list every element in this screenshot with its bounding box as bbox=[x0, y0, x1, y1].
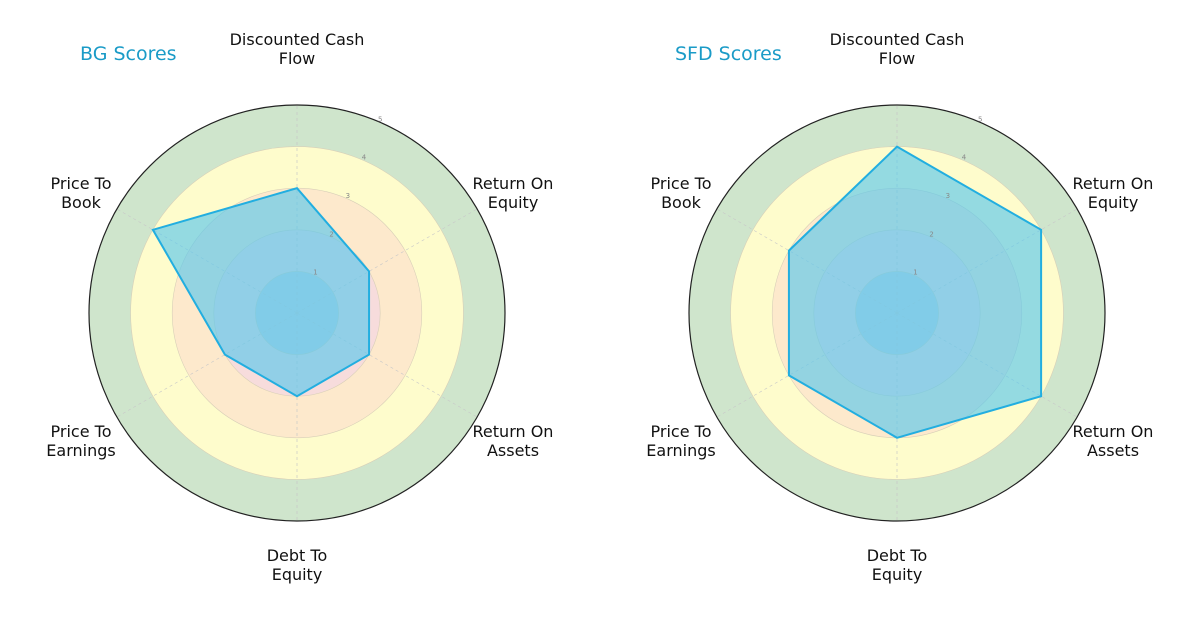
radial-tick-label: 1 bbox=[913, 269, 917, 277]
axis-label: Return On Assets bbox=[1073, 422, 1154, 460]
radial-tick-label: 2 bbox=[929, 230, 933, 238]
axis-label: Price To Earnings bbox=[646, 422, 715, 460]
axis-label-line: Discounted Cash bbox=[230, 30, 365, 49]
axis-label-line: Equity bbox=[1088, 193, 1139, 212]
axis-label-line: Price To bbox=[651, 174, 712, 193]
axis-label: Debt To Equity bbox=[867, 546, 928, 584]
spoke-line bbox=[116, 312, 298, 418]
axis-label-line: Price To bbox=[51, 174, 112, 193]
axis-label-line: Debt To bbox=[867, 546, 928, 565]
radial-tick-label: 2 bbox=[329, 230, 333, 238]
axis-label-line: Equity bbox=[488, 193, 539, 212]
axis-label: Return On Assets bbox=[473, 422, 554, 460]
spoke-line bbox=[296, 312, 478, 418]
chart-title: SFD Scores bbox=[675, 43, 782, 65]
axis-label: Price To Earnings bbox=[46, 422, 115, 460]
axis-label: Return On Equity bbox=[1073, 174, 1154, 212]
radial-tick-label: 5 bbox=[978, 115, 982, 123]
axis-label-line: Equity bbox=[272, 565, 323, 584]
axis-label-line: Book bbox=[61, 193, 102, 212]
chart-title: BG Scores bbox=[80, 43, 177, 65]
axis-label-line: Flow bbox=[879, 49, 916, 68]
axis-label-line: Discounted Cash bbox=[830, 30, 965, 49]
radial-tick-label: 5 bbox=[378, 115, 382, 123]
axis-label: Price To Book bbox=[651, 174, 712, 212]
axis-label: Debt To Equity bbox=[267, 546, 328, 584]
axis-label-line: Debt To bbox=[267, 546, 328, 565]
axis-label-line: Return On bbox=[1073, 174, 1154, 193]
axis-label: Return On Equity bbox=[473, 174, 554, 212]
radial-tick-label: 3 bbox=[946, 192, 950, 200]
radial-tick-label: 1 bbox=[313, 269, 317, 277]
spoke-line bbox=[296, 208, 478, 314]
axis-label-line: Return On bbox=[473, 174, 554, 193]
axis-label-line: Assets bbox=[1087, 441, 1139, 460]
axis-label-line: Price To bbox=[651, 422, 712, 441]
radial-tick-label: 4 bbox=[362, 154, 367, 162]
axis-label: Price To Book bbox=[51, 174, 112, 212]
axis-label-line: Assets bbox=[487, 441, 539, 460]
axis-label-line: Flow bbox=[279, 49, 316, 68]
radial-tick-label: 4 bbox=[962, 154, 967, 162]
axis-label-line: Return On bbox=[473, 422, 554, 441]
axis-label-line: Book bbox=[661, 193, 702, 212]
axis-label-line: Earnings bbox=[646, 441, 715, 460]
radial-tick-label: 3 bbox=[346, 192, 350, 200]
axis-label-line: Price To bbox=[51, 422, 112, 441]
axis-label: Discounted Cash Flow bbox=[230, 30, 365, 68]
axis-label: Discounted Cash Flow bbox=[830, 30, 965, 68]
axis-label-line: Earnings bbox=[46, 441, 115, 460]
axis-label-line: Equity bbox=[872, 565, 923, 584]
axis-label-line: Return On bbox=[1073, 422, 1154, 441]
